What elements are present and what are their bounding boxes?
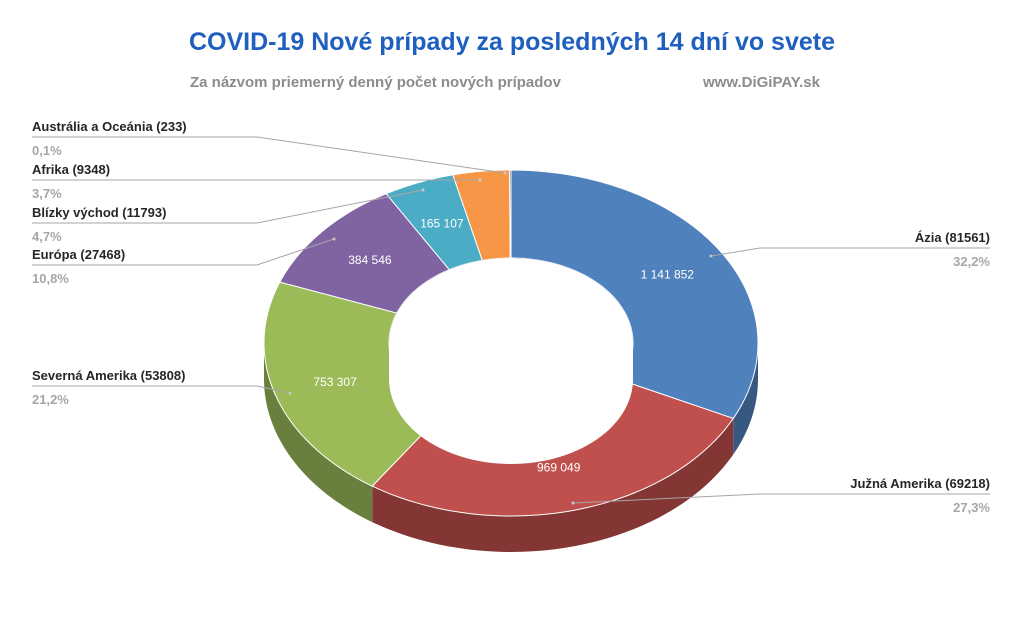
slice-value-0: 1 141 852 (641, 268, 695, 282)
leader-dot-5 (478, 178, 482, 182)
hole-floor (389, 258, 633, 464)
leader-line-2 (32, 385, 291, 394)
slice-6[interactable] (509, 169, 512, 259)
slice-percent-3: 10,8% (32, 271, 69, 286)
slice-label-1: Južná Amerika (69218) (850, 476, 990, 491)
slice-label-3: Európa (27468) (32, 247, 125, 262)
slice-value-3: 384 546 (348, 253, 392, 267)
slice-label-6: Austrália a Oceánia (233) (32, 119, 187, 134)
leader-dot-2 (288, 391, 292, 395)
leader-lines (32, 136, 990, 505)
slice-percent-0: 32,2% (953, 254, 990, 269)
leader-line-1 (572, 493, 990, 504)
chart-title: COVID-19 Nové prípady za posledných 14 d… (188, 28, 836, 56)
slice-percent-1: 27,3% (953, 500, 990, 515)
slice-percent-4: 4,7% (32, 229, 62, 244)
chart-subtitle: Za názvom priemerný denný počet nových p… (190, 74, 561, 91)
slice-percent-5: 3,7% (32, 186, 62, 201)
slice-label-2: Severná Amerika (53808) (32, 368, 185, 383)
slice-value-1: 969 049 (537, 461, 581, 475)
outer-wall-2 (264, 343, 373, 523)
leader-dot-3 (332, 237, 336, 241)
slice-percent-6: 0,1% (32, 143, 62, 158)
slice-label-4: Blízky východ (11793) (32, 205, 166, 220)
slice-label-5: Afrika (9348) (32, 162, 110, 177)
doughnut-top (263, 169, 759, 517)
leader-dot-1 (571, 501, 575, 505)
doughnut-walls (264, 343, 758, 552)
leader-line-3 (32, 238, 335, 266)
slice-value-2: 753 307 (313, 375, 357, 389)
outer-wall-1 (372, 418, 734, 552)
outer-wall-0 (733, 343, 758, 455)
slice-value-4: 165 107 (420, 216, 464, 230)
labels: Ázia (81561) 32,2% 1 141 852 Južná Amerika … (32, 119, 990, 515)
leader-dot-6 (503, 171, 507, 175)
leader-dot-4 (421, 188, 425, 192)
leader-line-4 (32, 189, 424, 224)
leader-dot-0 (709, 254, 713, 258)
chart-source: www.DiGiPAY.sk (703, 74, 820, 91)
leader-line-6 (32, 136, 506, 174)
leader-line-0 (710, 247, 990, 257)
slice-percent-2: 21,2% (32, 392, 69, 407)
slice-label-0: Ázia (81561) (915, 230, 990, 245)
